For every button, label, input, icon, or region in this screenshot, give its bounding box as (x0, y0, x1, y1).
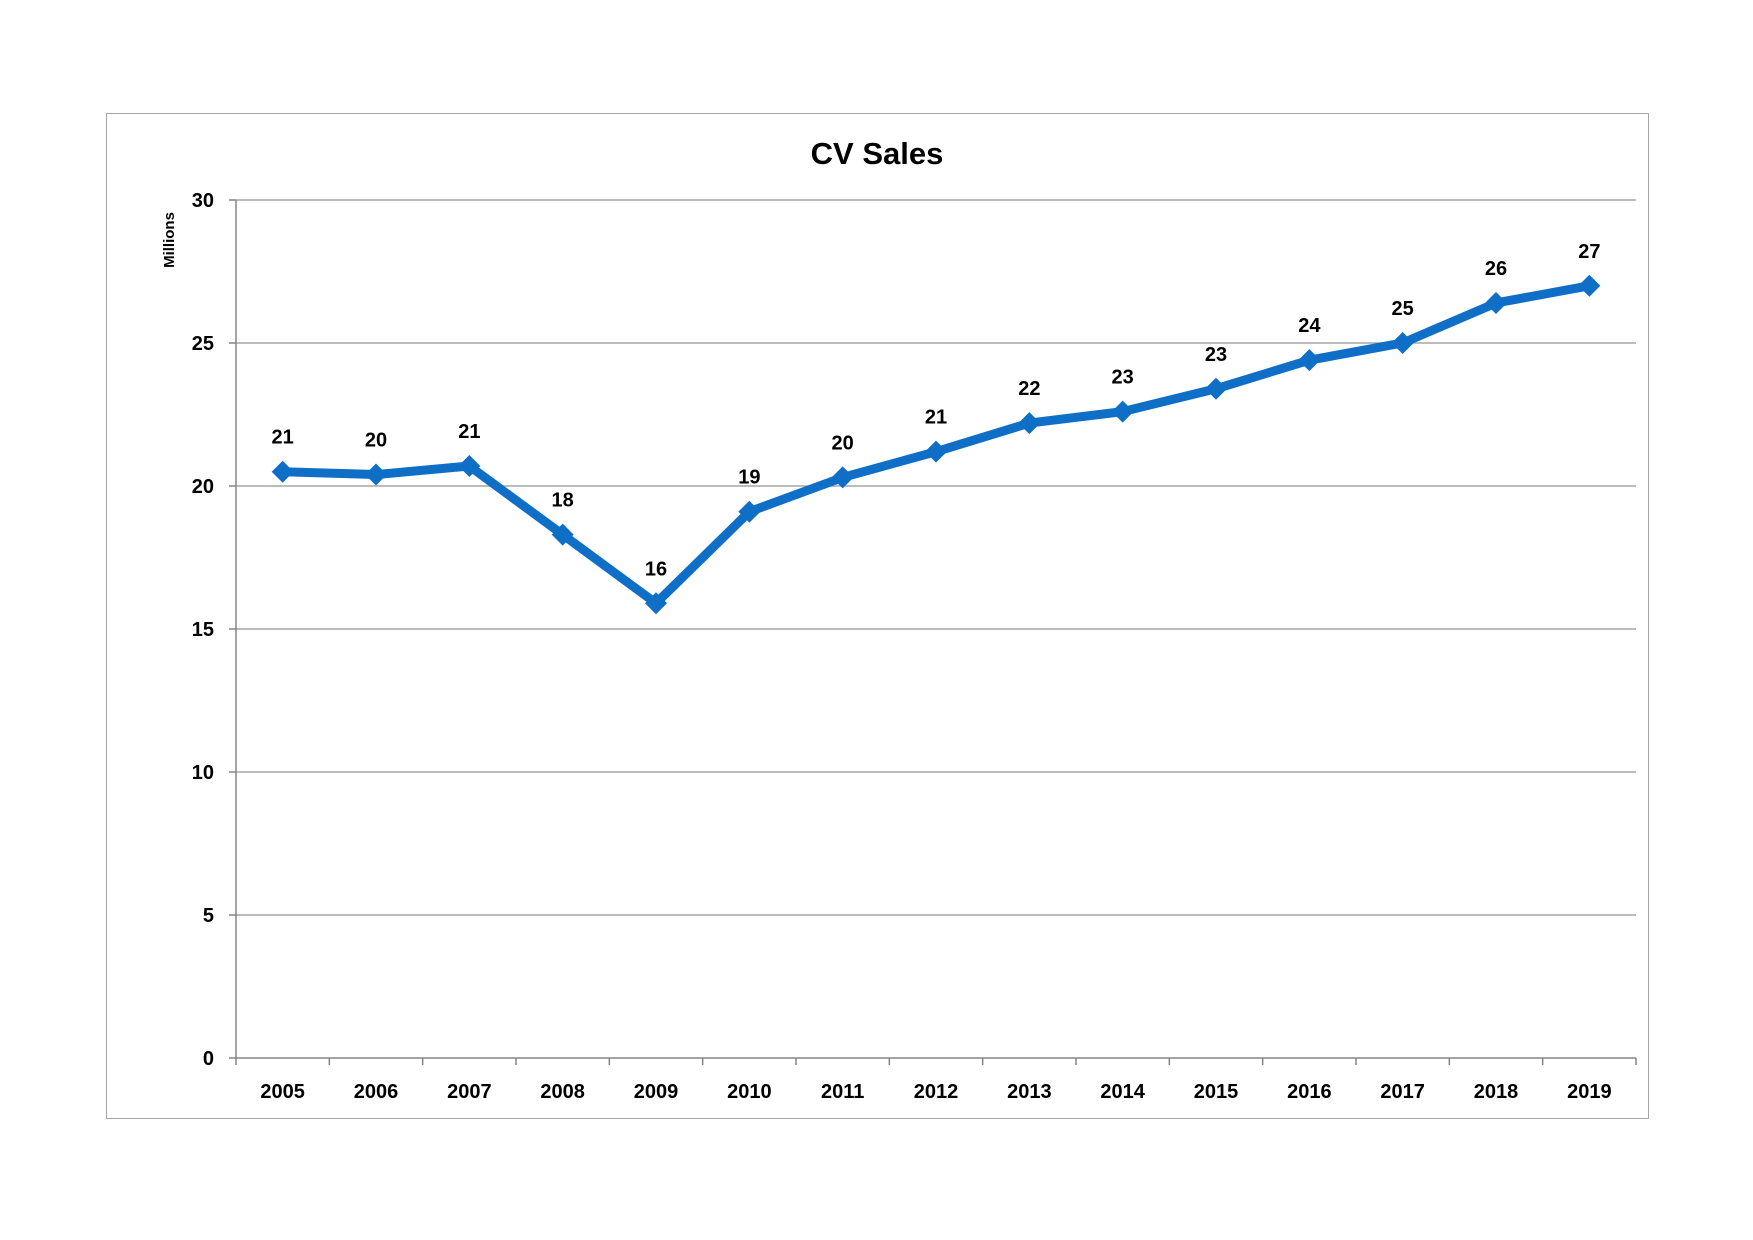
data-label: 23 (1205, 344, 1227, 366)
y-tick-label: 25 (192, 333, 214, 355)
x-tick-label: 2012 (914, 1081, 959, 1103)
y-tick-labels: 0 5 10 15 20 25 30 (192, 190, 214, 1070)
data-point-marker (925, 440, 947, 463)
data-label: 21 (458, 421, 480, 443)
y-tick-label: 30 (192, 190, 214, 212)
y-tick-label: 0 (203, 1048, 214, 1070)
y-tick-label: 10 (192, 762, 214, 784)
x-tick-label: 2011 (821, 1081, 864, 1103)
axes (235, 200, 1637, 1065)
x-tick-label: 2019 (1567, 1081, 1612, 1103)
data-point-marker (1485, 291, 1507, 314)
data-point-marker (738, 500, 761, 523)
data-point-marker (458, 454, 481, 477)
data-point-marker (831, 466, 854, 489)
data-point-marker (1298, 349, 1321, 372)
x-tick-label: 2007 (447, 1081, 492, 1103)
data-label: 23 (1112, 367, 1134, 389)
data-point-marker (1391, 332, 1414, 354)
data-label: 18 (552, 490, 574, 512)
chart-frame (106, 113, 1649, 1119)
x-tick-label: 2015 (1194, 1081, 1239, 1103)
x-tick-label: 2010 (727, 1081, 772, 1103)
data-point-marker (1205, 377, 1227, 400)
y-tick-label: 5 (203, 905, 214, 927)
data-label: 22 (1018, 378, 1040, 400)
x-tick-label: 2016 (1287, 1081, 1332, 1103)
data-point-marker (551, 523, 574, 546)
data-point-marker (1578, 274, 1601, 297)
data-labels: 21 20 21 18 16 19 20 21 22 23 23 24 25 26 27 (272, 241, 1601, 580)
x-tick-label: 2017 (1380, 1081, 1425, 1103)
data-point-marker (271, 460, 294, 483)
x-tick-labels: 2005 2006 2007 2008 2009 2010 2011 2012 2013 2014… (260, 1081, 1611, 1103)
data-label: 20 (365, 430, 387, 452)
y-axis-label: Millions (161, 212, 178, 268)
data-label: 19 (738, 467, 760, 489)
data-markers (271, 274, 1601, 615)
x-tick-label: 2013 (1007, 1081, 1052, 1103)
data-point-marker (365, 463, 387, 486)
data-label: 26 (1485, 258, 1507, 280)
data-label: 24 (1298, 315, 1321, 337)
data-point-marker (1111, 400, 1134, 423)
data-point-marker (645, 592, 667, 615)
y-tick-label: 15 (192, 619, 214, 641)
chart-title: CV Sales (811, 136, 944, 171)
data-label: 16 (645, 558, 667, 580)
y-tick-label: 20 (192, 476, 214, 498)
x-tick-label: 2005 (260, 1081, 305, 1103)
data-label: 21 (925, 407, 947, 429)
data-label: 27 (1578, 241, 1600, 263)
x-tick-label: 2006 (354, 1081, 399, 1103)
x-tick-label: 2014 (1100, 1081, 1145, 1103)
data-label: 20 (832, 432, 854, 454)
x-tick-label: 2009 (634, 1081, 679, 1103)
x-tick-label: 2008 (540, 1081, 585, 1103)
data-label: 25 (1392, 298, 1414, 320)
data-label: 21 (272, 427, 294, 449)
x-tick-label: 2018 (1474, 1081, 1519, 1103)
data-point-marker (1018, 412, 1041, 435)
gridlines (229, 199, 1636, 1059)
